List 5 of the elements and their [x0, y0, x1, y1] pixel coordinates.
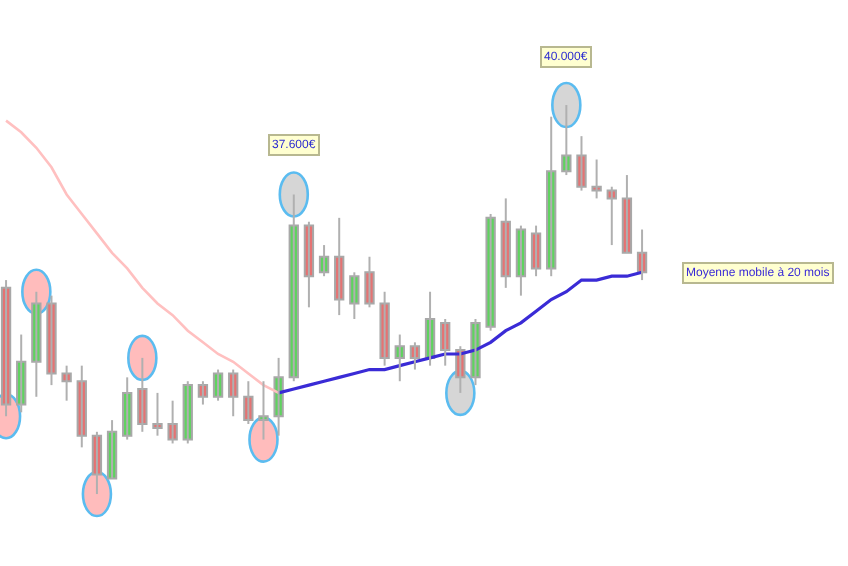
candlestick — [591, 158, 602, 200]
candlestick — [61, 364, 72, 402]
candlestick — [152, 391, 163, 437]
candlestick — [258, 380, 269, 441]
candlestick — [167, 399, 178, 445]
